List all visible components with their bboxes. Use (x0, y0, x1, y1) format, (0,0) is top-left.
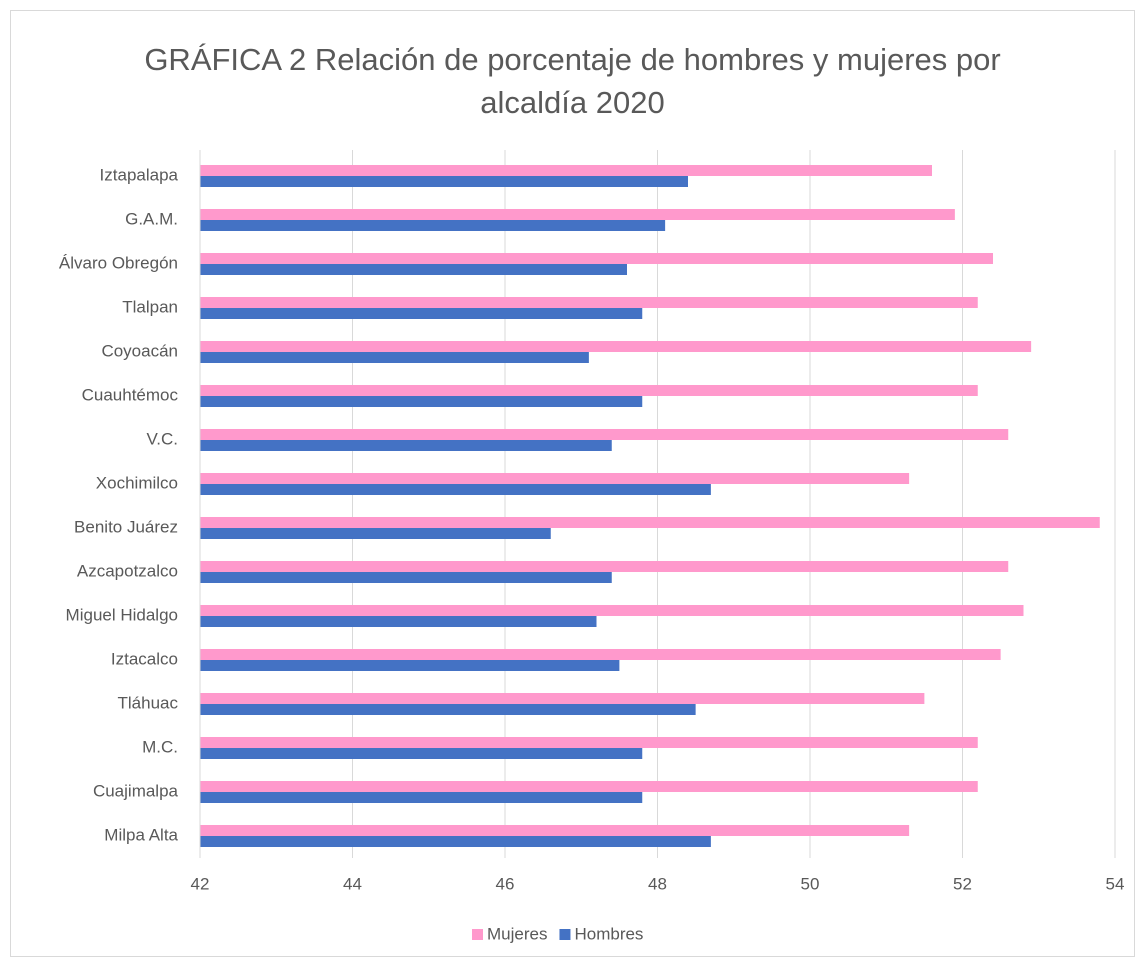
bar (200, 704, 696, 715)
bar (200, 605, 1024, 616)
bar (200, 220, 666, 231)
x-tick-label: 48 (648, 874, 667, 893)
y-tick-label: G.A.M. (125, 209, 178, 228)
y-tick-label: Benito Juárez (74, 517, 178, 536)
x-tick-label: 44 (343, 874, 362, 893)
x-tick-label: 42 (191, 874, 210, 893)
bar (200, 209, 955, 220)
bar (200, 649, 1001, 660)
bar (200, 440, 612, 451)
bar (200, 396, 643, 407)
bar (200, 165, 932, 176)
bar (200, 836, 711, 847)
y-tick-label: Cuajimalpa (93, 781, 179, 800)
legend-swatch (472, 929, 483, 940)
legend-label: Hombres (574, 924, 643, 943)
x-tick-label: 46 (496, 874, 515, 893)
y-tick-label: Iztapalapa (100, 165, 179, 184)
bar (200, 308, 643, 319)
legend-label: Mujeres (487, 924, 547, 943)
bar (200, 660, 620, 671)
bar (200, 176, 688, 187)
bar (200, 693, 925, 704)
y-tick-label: Tlalpan (122, 297, 178, 316)
bar (200, 429, 1009, 440)
y-tick-label: Azcapotzalco (77, 561, 178, 580)
y-tick-label: Xochimilco (96, 473, 178, 492)
bar (200, 748, 643, 759)
bar (200, 825, 910, 836)
bar (200, 341, 1032, 352)
bar (200, 528, 551, 539)
legend-swatch (559, 929, 571, 940)
bar (200, 616, 597, 627)
x-tick-label: 52 (953, 874, 972, 893)
chart-title: GRÁFICA 2 Relación de porcentaje de homb… (144, 42, 1001, 120)
y-tick-label: V.C. (146, 429, 178, 448)
x-tick-label: 54 (1106, 874, 1125, 893)
bar (200, 737, 978, 748)
bar (200, 352, 589, 363)
bar (200, 792, 643, 803)
y-tick-label: M.C. (142, 737, 178, 756)
y-tick-label: Miguel Hidalgo (66, 605, 178, 624)
y-tick-label: Tláhuac (118, 693, 179, 712)
bar (200, 561, 1009, 572)
x-tick-label: 50 (801, 874, 820, 893)
bar (200, 473, 910, 484)
bar (200, 253, 993, 264)
bar (200, 297, 978, 308)
bar (200, 781, 978, 792)
bar (200, 264, 627, 275)
bar (200, 572, 612, 583)
y-tick-label: Iztacalco (111, 649, 178, 668)
y-tick-label: Coyoacán (101, 341, 178, 360)
y-tick-label: Álvaro Obregón (59, 253, 178, 272)
y-tick-label: Milpa Alta (104, 825, 178, 844)
bar (200, 484, 711, 495)
bar (200, 385, 978, 396)
bar (200, 517, 1100, 528)
y-tick-label: Cuauhtémoc (82, 385, 179, 404)
